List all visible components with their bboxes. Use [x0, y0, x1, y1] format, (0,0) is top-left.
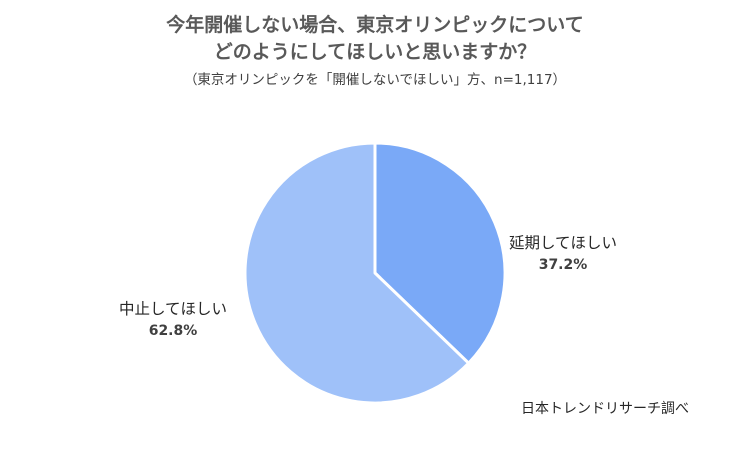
source-note: 日本トレンドリサーチ調べ — [521, 401, 689, 417]
pie-slice-cancel — [243, 141, 471, 405]
slice-label-delay-value: 37.2% — [538, 257, 588, 273]
chart-title-line-1: 今年開催しない場合、東京オリンピックについて — [166, 14, 584, 36]
slice-label-cancel-name: 中止してほしい — [118, 300, 228, 318]
slice-label-cancel-value: 62.8% — [148, 323, 198, 339]
pie-slice-delay — [373, 141, 507, 365]
chart-subtitle: （東京オリンピックを「開催しないでほしい」方、n=1,117） — [183, 72, 567, 88]
slice-label-cancel: 中止してほしい 62.8% — [108, 298, 238, 342]
slice-label-delay-name: 延期してほしい — [508, 234, 618, 252]
slice-label-delay: 延期してほしい 37.2% — [498, 232, 628, 276]
chart-title-line-2: どのようにしてほしいと思いますか？ — [213, 41, 537, 63]
